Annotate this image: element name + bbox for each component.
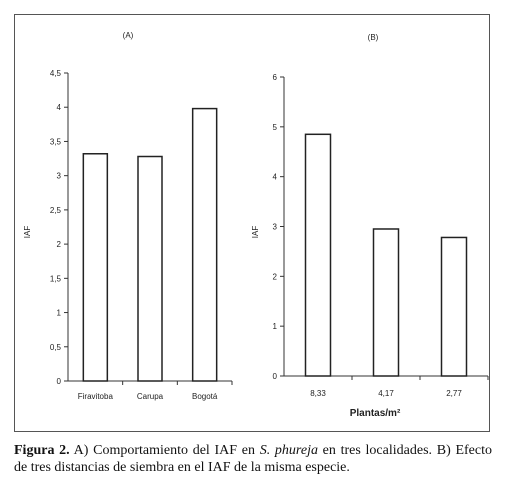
chart-b-y-tick-label: 0: [273, 372, 278, 381]
caption-text-a: A) Comportamiento del IAF en: [69, 443, 260, 458]
chart-a-x-tick-label: Firavitoba: [78, 392, 114, 401]
chart-a-y-tick-label: 3: [57, 172, 62, 181]
chart-b-title: (B): [368, 33, 379, 42]
caption-species: S. phureja: [259, 443, 318, 458]
chart-b-x-label: Plantas/m²: [350, 408, 401, 419]
chart-a-y-tick-label: 3,5: [50, 137, 62, 146]
figure-charts: (A) 0 0,5 1 1,5 2 2,5 3 3,5 4 4,5 IAF Firavitoba Caru…: [23, 31, 489, 419]
chart-a-x-tick-label: Carupa: [137, 392, 164, 401]
chart-a-y-tick-label: 1,5: [50, 274, 62, 283]
chart-a-bar: [191, 107, 218, 382]
chart-a-bar: [82, 153, 109, 382]
chart-a-title: (A): [123, 31, 134, 40]
figure-caption: Figura 2. A) Comportamiento del IAF en S…: [14, 442, 492, 476]
caption-label: Figura 2.: [14, 443, 70, 458]
chart-b-bar: [372, 228, 400, 377]
chart-b-y-tick-label: 4: [273, 173, 278, 182]
chart-b: (B) 0 1 2 3 4 5 6 IAF 8,33 4,17 2,77 Plantas/m²: [251, 33, 489, 419]
caption-text-b: en tres localidades. B) Efecto de tres d…: [14, 443, 492, 475]
chart-a-y-tick-label: 0,5: [50, 343, 62, 352]
chart-b-y-tick-label: 5: [273, 123, 278, 132]
chart-b-y-tick-label: 3: [273, 223, 278, 232]
chart-a-y-tick-label: 4,5: [50, 69, 62, 78]
chart-a-bar: [137, 155, 163, 382]
chart-a-y-label: IAF: [23, 226, 32, 239]
chart-a-y-tick-label: 1: [57, 309, 62, 318]
chart-a-y-tick-label: 2,5: [50, 206, 62, 215]
chart-a-x-tick-label: Bogotá: [192, 392, 218, 401]
chart-b-x-tick-label: 2,77: [446, 389, 462, 398]
chart-a-y-tick-label: 0: [57, 377, 62, 386]
chart-b-y-label: IAF: [251, 226, 260, 239]
chart-a-y-tick-label: 2: [57, 240, 62, 249]
chart-b-bar: [440, 236, 468, 377]
chart-b-y-tick-label: 2: [273, 272, 278, 281]
chart-b-bar: [304, 133, 332, 377]
chart-a-y-tick-label: 4: [57, 103, 62, 112]
chart-b-x-tick-label: 4,17: [378, 389, 394, 398]
chart-b-y-tick-label: 6: [273, 73, 278, 82]
chart-b-x-tick-label: 8,33: [310, 389, 326, 398]
chart-b-y-tick-label: 1: [273, 322, 278, 331]
chart-a: (A) 0 0,5 1 1,5 2 2,5 3 3,5 4 4,5 IAF Firavitoba Caru…: [23, 31, 233, 401]
figure-frame: [14, 14, 490, 432]
